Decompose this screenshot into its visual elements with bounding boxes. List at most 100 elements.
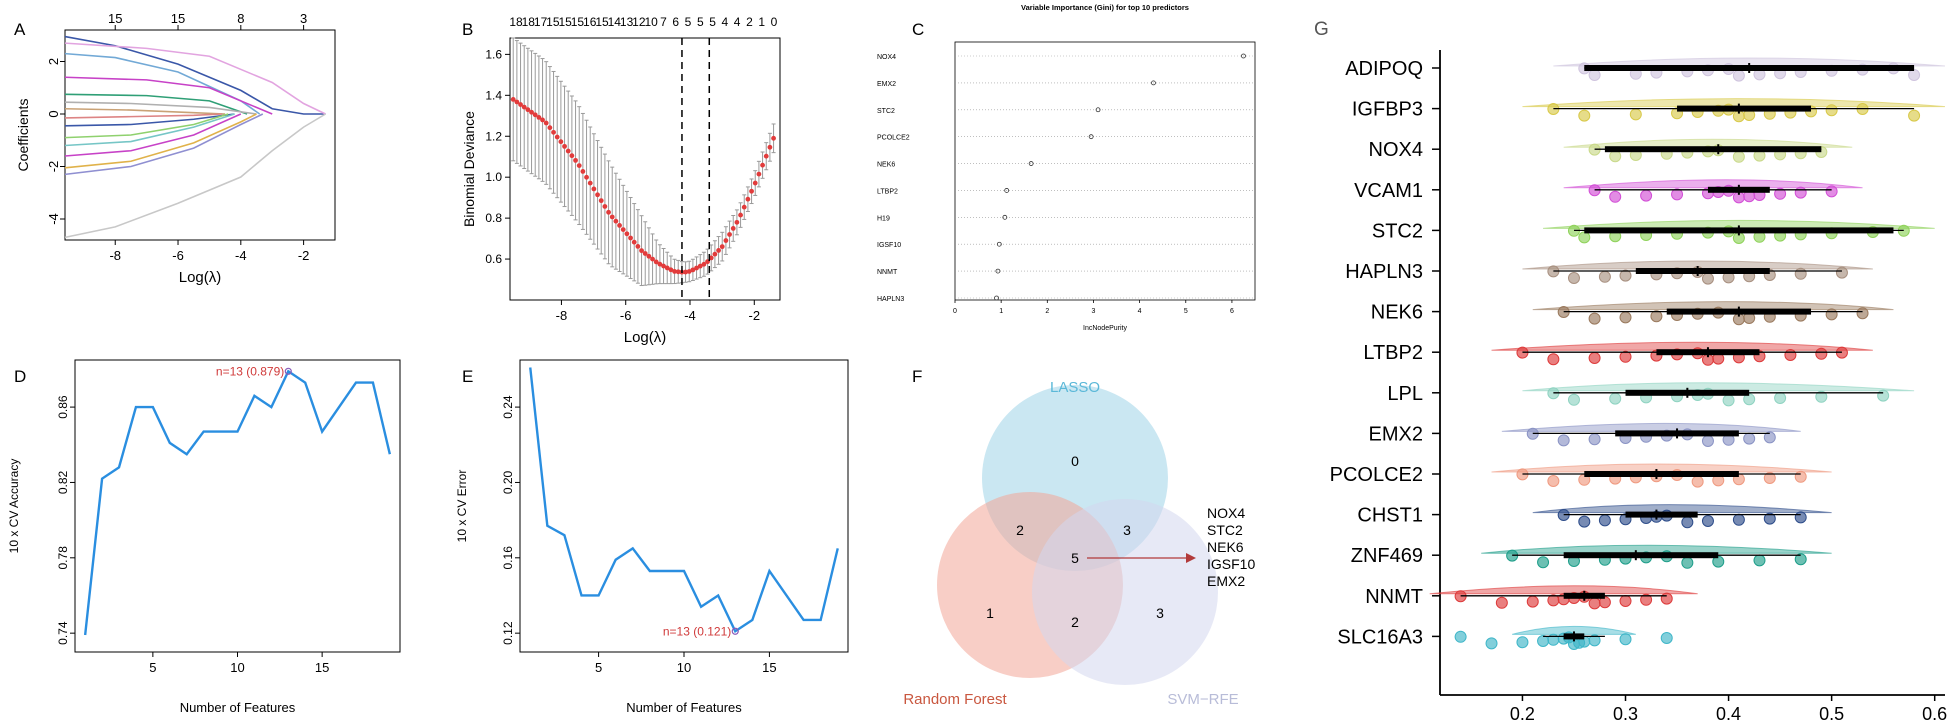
deviance-point (514, 99, 520, 105)
deviance-point (562, 143, 567, 149)
data-point (1588, 634, 1601, 647)
iqr-box (1563, 552, 1719, 559)
data-point (1701, 435, 1714, 447)
deviance-point (620, 227, 626, 232)
y-tick-label: 0.6 (485, 252, 502, 266)
y-tick-label: 0.86 (56, 395, 70, 419)
deviance-point (573, 157, 578, 163)
density-cloud (1481, 544, 1832, 554)
plot-frame (519, 359, 849, 653)
deviance-point (701, 261, 707, 267)
data-point (1567, 272, 1580, 284)
data-point (1629, 108, 1642, 121)
deviance-point (510, 97, 516, 102)
data-point (1578, 109, 1591, 122)
deviance-point (624, 231, 630, 237)
top-axis-label: 15 (108, 11, 122, 26)
panel-label-b: B (462, 20, 473, 39)
top-axis-label: 6 (672, 15, 679, 29)
deviance-point (657, 261, 663, 267)
y-tick-label: 1.6 (485, 47, 502, 61)
data-point (1743, 432, 1756, 445)
coefficient-path-line (64, 52, 261, 115)
y-tick-label: 1.0 (485, 170, 502, 184)
gene-label: SLC16A3 (1337, 626, 1423, 648)
density-cloud (1553, 57, 1946, 67)
data-point (1835, 266, 1848, 279)
common-gene-label: EMX2 (1207, 573, 1245, 589)
deviance-point (686, 269, 692, 274)
density-cloud (1532, 504, 1832, 514)
gene-label: EMX2 (1369, 423, 1423, 445)
top-axis-label: 12 (632, 15, 646, 29)
x-tick-label: 4 (1138, 308, 1142, 315)
data-point (1794, 267, 1807, 280)
top-axis-label: 18 (522, 15, 536, 29)
best-point-label: n=13 (0.121) (663, 624, 731, 638)
top-axis-label: 15 (558, 15, 572, 29)
importance-point (996, 241, 1002, 247)
predictor-label: NNMT (877, 269, 898, 276)
deviance-point (602, 204, 608, 209)
x-tick-label: -8 (109, 248, 121, 263)
x-tick-label: -2 (298, 248, 310, 263)
data-point (1660, 632, 1673, 644)
deviance-point (635, 244, 641, 249)
y-tick-label: 2 (46, 58, 61, 65)
y-tick-label: -2 (46, 161, 61, 173)
x-tick-label: -4 (684, 308, 696, 323)
cv-line (83, 369, 392, 636)
importance-point (1095, 107, 1101, 113)
panel-e-cv-error: n=13 (0.121) 5 10 15 0.12 0.16 0.20 0.24 Number … (455, 359, 849, 715)
density-cloud (1522, 382, 1915, 392)
density-cloud (1491, 341, 1873, 351)
data-point (1701, 515, 1714, 527)
gene-label: IGFBP3 (1352, 99, 1423, 121)
deviance-point (628, 235, 633, 241)
deviance-point (558, 139, 564, 145)
deviance-point (521, 104, 527, 110)
y-tick-label: 0.82 (56, 470, 70, 494)
x-axis-label: IncNodePurity (1083, 325, 1127, 332)
predictor-label: PCOLCE2 (877, 135, 910, 142)
importance-point (995, 268, 1001, 274)
data-point (1578, 515, 1591, 528)
importance-point (1241, 53, 1246, 59)
deviance-point (675, 269, 681, 275)
data-point (1701, 272, 1714, 285)
top-axis-label: 4 (722, 15, 729, 29)
deviance-point (661, 263, 666, 269)
data-point (1681, 556, 1694, 569)
data-point (1609, 190, 1622, 203)
deviance-point (760, 162, 765, 168)
venn-region-count: 3 (1123, 522, 1131, 538)
data-point (1732, 69, 1745, 82)
top-axis-label: 14 (608, 15, 622, 29)
data-point (1774, 187, 1787, 200)
deviance-point (554, 134, 560, 140)
density-cloud (1522, 260, 1873, 270)
x-axis-label: Log(λ) (179, 269, 222, 286)
deviance-point (672, 269, 677, 274)
gene-label: VCAM1 (1354, 180, 1423, 202)
panel-label-f: F (912, 367, 922, 386)
deviance-point (606, 209, 611, 215)
data-point (1794, 470, 1807, 483)
deviance-point (617, 222, 622, 228)
best-point-label: n=13 (0.879) (216, 364, 284, 378)
deviance-point (653, 259, 659, 265)
data-point (1908, 109, 1921, 122)
deviance-point (536, 114, 542, 120)
gene-label: CHST1 (1357, 505, 1423, 527)
y-tick-label: 0.12 (501, 621, 515, 645)
importance-point (1028, 161, 1034, 166)
x-axis-label: Number of Features (180, 700, 296, 715)
data-point (1774, 392, 1787, 404)
common-gene-label: STC2 (1207, 522, 1243, 538)
deviance-point (639, 248, 644, 254)
gene-label: ADIPOQ (1345, 58, 1423, 80)
venn-region-count: 2 (1071, 614, 1079, 630)
predictor-label: EMX2 (877, 81, 896, 88)
predictor-label: NEK6 (877, 162, 895, 169)
gene-label: LPL (1387, 383, 1423, 405)
